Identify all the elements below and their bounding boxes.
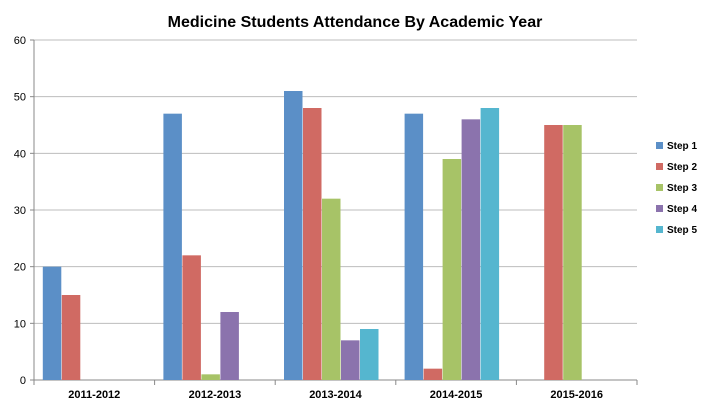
legend-label: Step 4 [667,204,697,215]
x-tick-label: 2013-2014 [309,389,362,401]
y-tick-label: 40 [14,148,26,160]
bar-step-1-2013-2014 [284,91,303,380]
bar-step-2-2015-2016 [544,125,563,380]
legend-swatch [656,163,663,170]
y-tick-label: 20 [14,262,26,274]
bar-step-1-2011-2012 [42,266,62,380]
bar-step-4-2014-2015 [461,119,481,380]
x-tick-label: 2015-2016 [550,389,603,401]
bar-step-1-2012-2013 [163,113,182,381]
y-tick-label: 0 [20,375,26,387]
legend-swatch [656,184,663,191]
bar-step-4-2013-2014 [341,340,360,380]
legend-swatch [656,226,663,233]
bar-step-3-2014-2015 [442,159,462,380]
legend-swatch [656,205,663,212]
bar-step-3-2013-2014 [322,198,341,380]
bar-step-2-2012-2013 [182,255,201,380]
x-tick-label: 2012-2013 [189,389,242,401]
chart-title: Medicine Students Attendance By Academic… [168,14,543,31]
legend: Step 1 Step 2 Step 3 Step 4 Step 5 [656,141,697,236]
legend-label: Step 3 [667,183,697,194]
legend-label: Step 2 [667,162,697,173]
bar-step-2-2014-2015 [423,368,443,380]
x-tick-label: 2011-2012 [68,389,120,401]
bar-step-2-2013-2014 [303,108,322,380]
bar-step-5-2014-2015 [480,108,500,380]
y-tick-label: 10 [14,318,26,330]
legend-label: Step 1 [667,141,697,152]
x-tick-label: 2014-2015 [430,389,483,401]
legend-swatch [656,142,663,149]
bar-step-3-2012-2013 [201,374,220,380]
bar-step-5-2013-2014 [360,329,379,380]
bar-step-3-2015-2016 [563,125,582,380]
bars [42,91,582,381]
y-tick-label: 30 [14,205,26,217]
legend-label: Step 5 [667,225,697,236]
bar-step-4-2012-2013 [220,312,239,380]
bar-step-1-2014-2015 [404,113,424,381]
y-tick-label: 50 [14,92,26,104]
bar-step-2-2011-2012 [61,295,81,380]
y-tick-label: 60 [14,35,26,47]
